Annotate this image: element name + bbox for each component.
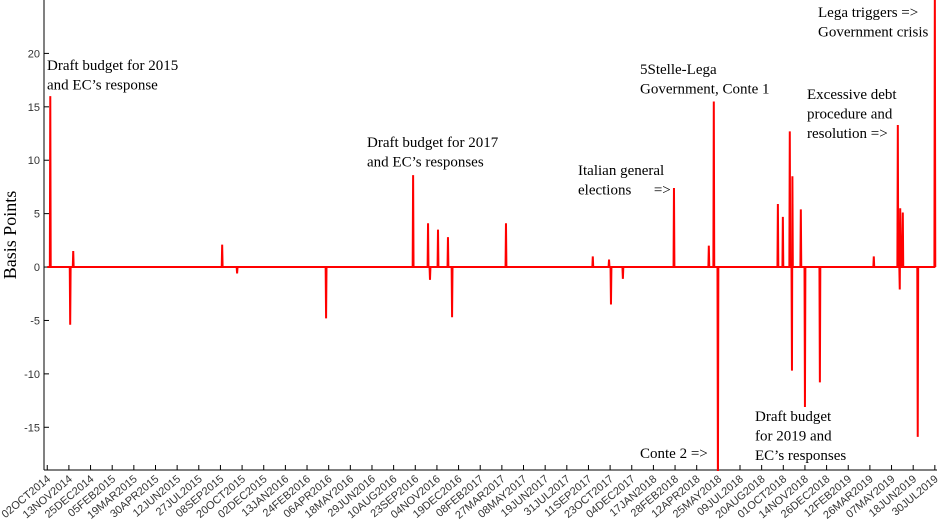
annotation: Draft budget — [755, 409, 832, 425]
annotation: Draft budget for 2017 — [367, 135, 499, 151]
annotation: elections => — [578, 183, 671, 199]
y-tick-label: 0 — [34, 262, 40, 274]
annotation: Draft budget for 2015 — [47, 58, 178, 74]
annotation: for 2019 and — [755, 429, 832, 445]
y-tick-label: 10 — [28, 155, 40, 167]
annotation: Conte 2 => — [640, 446, 708, 462]
y-tick-label: 20 — [28, 48, 40, 60]
annotation: resolution => — [807, 126, 888, 142]
annotation: Italian general — [578, 163, 664, 179]
annotation: 5Stelle-Lega — [640, 62, 717, 78]
annotation: Excessive debt — [807, 87, 897, 103]
annotation: Government crisis — [818, 25, 929, 41]
annotation: procedure and — [807, 107, 893, 123]
annotation: EC’s responses — [755, 448, 846, 464]
y-tick-label: -5 — [30, 315, 40, 327]
y-tick-label: -15 — [24, 422, 40, 434]
y-tick-label: -10 — [24, 369, 40, 381]
annotation: and EC’s responses — [367, 155, 484, 171]
y-tick-label: 15 — [28, 102, 40, 114]
annotation: and EC’s response — [47, 78, 158, 94]
annotation: Government, Conte 1 — [640, 82, 770, 98]
y-tick-label: 5 — [34, 209, 40, 221]
annotation: Lega triggers => — [818, 5, 918, 21]
data-line — [47, 0, 937, 471]
y-axis-label: Basis Points — [0, 191, 20, 280]
